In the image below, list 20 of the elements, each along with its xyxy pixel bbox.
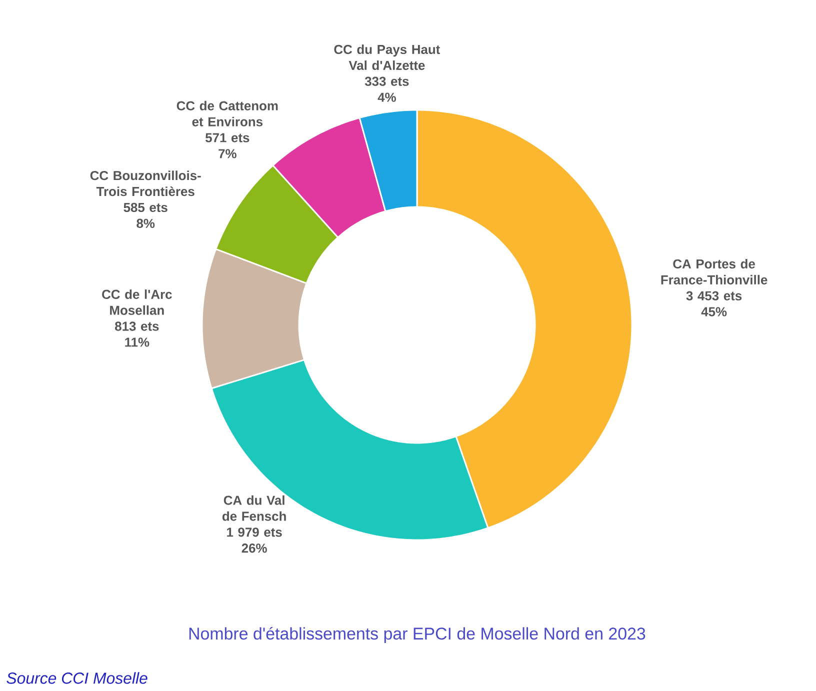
- source-note: Source CCI Moselle: [6, 672, 148, 684]
- data-label: 3 453 ets: [686, 291, 742, 300]
- slice-label: CC du Pays Haut Val d'Alzette: [334, 44, 440, 70]
- text: 7%: [218, 149, 236, 158]
- data-label: 571 ets: [206, 133, 250, 142]
- data-label: 1 979 ets: [227, 528, 282, 537]
- text: 4%: [378, 92, 396, 102]
- slice-label: CA Portes de France-Thionville: [661, 258, 768, 284]
- slice-label: CC de l'Arc Mosellan: [102, 289, 172, 315]
- slice-label: CC Bouzonvillois-Trois Frontières: [90, 170, 201, 196]
- slice-label: CA du Val de Fensch: [222, 495, 286, 521]
- text: 8%: [136, 218, 155, 228]
- text: 11%: [125, 338, 150, 347]
- text: 45%: [701, 307, 727, 316]
- data-label: 333 ets: [364, 76, 409, 86]
- data-label: 585 ets: [124, 202, 168, 212]
- slice-label: CC de Cattenom et Environs: [176, 100, 278, 126]
- text: Nombre d'établissements par EPCI de Moselle Nord en 2023: [189, 626, 646, 643]
- text: 26%: [242, 544, 267, 553]
- data-label: 813 ets: [115, 322, 159, 331]
